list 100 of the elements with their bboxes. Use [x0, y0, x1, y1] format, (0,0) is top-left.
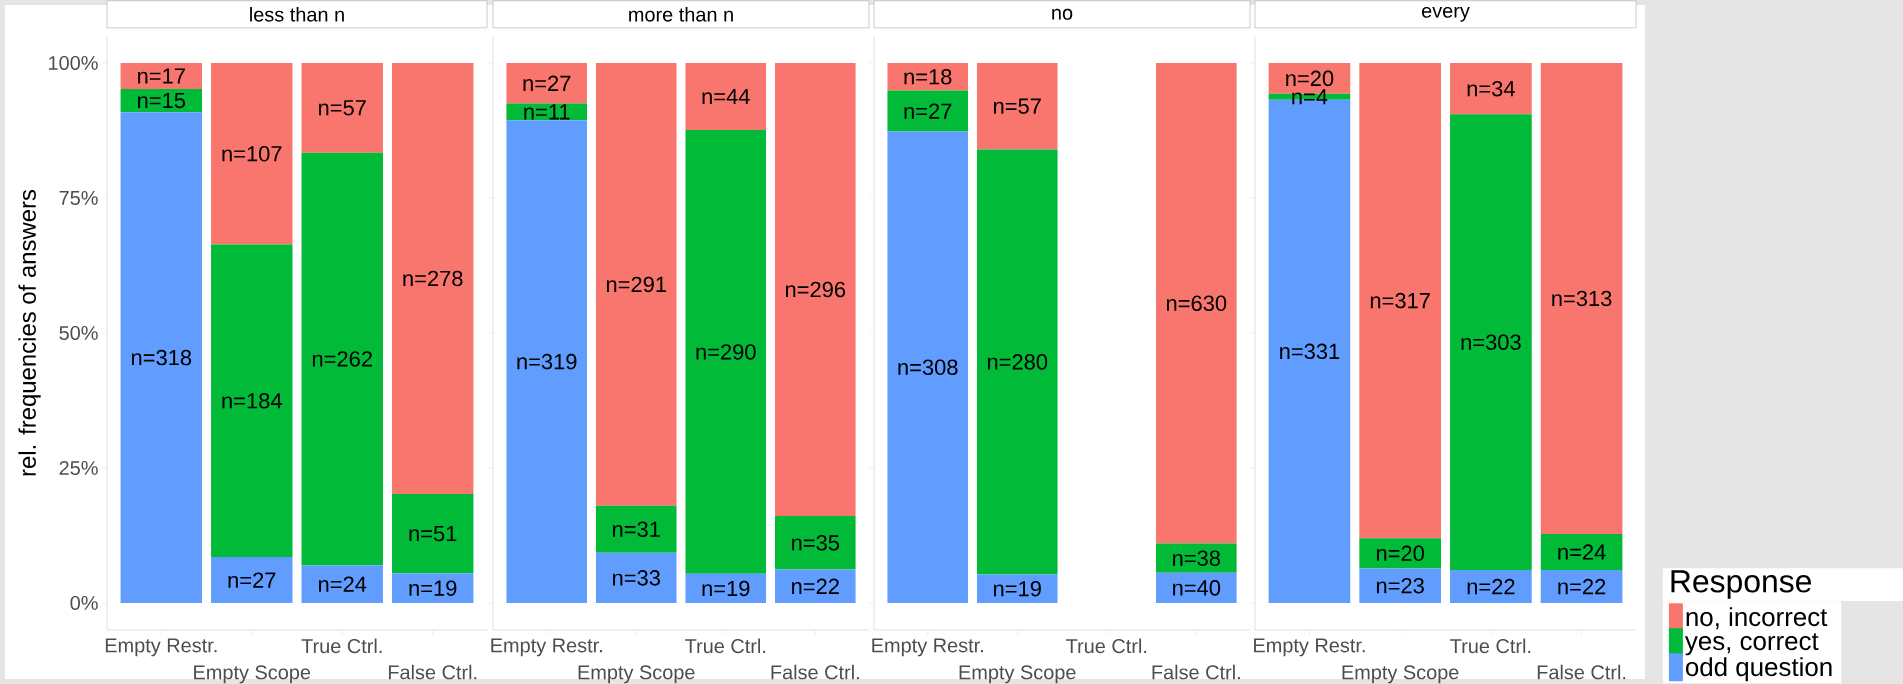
bar [976, 149, 1058, 575]
bar [775, 569, 856, 603]
bar [301, 565, 383, 603]
bar [1450, 570, 1532, 603]
y-tick-label: 50% [59, 325, 98, 341]
bar [392, 493, 474, 574]
bar [301, 152, 383, 566]
annotation: n=57 [994, 98, 1041, 114]
annotation: n=34 [1467, 80, 1515, 97]
annotation: n=18 [904, 69, 952, 85]
annotation: n=291 [606, 276, 666, 293]
bar [1156, 572, 1237, 603]
x-tick-label: False Ctrl. [1537, 664, 1626, 680]
annotation: n=20 [1376, 545, 1424, 562]
chart-title: no [1052, 8, 1073, 20]
annotation: n=15 [138, 92, 186, 109]
chart-title: more than n [629, 7, 733, 22]
annotation: n=184 [222, 393, 282, 409]
annotation: n=27 [228, 572, 276, 588]
x-tick-label: Empty Restr. [1254, 638, 1365, 657]
annotation: n=319 [517, 353, 577, 370]
y-axis-title: rel. frequencies of answers [18, 189, 41, 476]
annotation: n=57 [319, 100, 366, 116]
bar [1359, 568, 1441, 603]
legend-label: yes, correct [1684, 633, 1819, 656]
bar [1540, 62, 1623, 534]
bar [211, 62, 293, 245]
legend-title: Response [1671, 570, 1811, 599]
bar [595, 552, 677, 603]
bar [685, 573, 767, 603]
bar [506, 62, 588, 104]
x-tick-label: Empty Scope [1342, 665, 1459, 684]
annotation: n=303 [1461, 334, 1521, 350]
annotation: n=331 [1280, 343, 1340, 360]
annotation: n=27 [904, 103, 952, 119]
chart-title: less than n [250, 7, 344, 22]
annotation: n=313 [1552, 290, 1612, 307]
annotation: n=22 [792, 578, 839, 594]
annotation: n=11 [524, 104, 570, 120]
bar [1450, 114, 1532, 571]
x-tick-label: False Ctrl. [388, 664, 477, 680]
annotation: n=630 [1166, 295, 1227, 312]
annotation: n=290 [696, 344, 756, 360]
x-tick-label: True Ctrl. [301, 638, 382, 654]
bar [887, 131, 969, 603]
legend-label: no, incorrect [1686, 607, 1828, 630]
bar [211, 557, 293, 603]
x-tick-label: Empty Scope [959, 665, 1076, 684]
x-tick-label: True Ctrl. [685, 638, 766, 654]
annotation: n=24 [1558, 544, 1606, 560]
annotation: n=19 [702, 580, 750, 597]
annotation: n=278 [403, 270, 463, 287]
annotation: n=23 [1376, 577, 1424, 594]
annotation: n=262 [312, 351, 372, 367]
x-tick-label: Empty Restr. [872, 638, 983, 657]
bar [685, 129, 767, 574]
x-tick-label: False Ctrl. [1152, 664, 1240, 680]
x-tick-label: Empty Scope [194, 665, 311, 684]
x-tick-label: Empty Restr. [491, 638, 602, 657]
annotation: n=35 [792, 535, 840, 551]
x-tick-label: False Ctrl. [771, 664, 859, 680]
bar [887, 90, 969, 132]
annotation: n=107 [222, 145, 282, 162]
annotation: n=19 [409, 580, 457, 596]
legend-label: odd question [1685, 657, 1832, 682]
annotation: n=308 [898, 359, 958, 376]
bar [1156, 62, 1237, 544]
annotation: n=19 [994, 580, 1041, 597]
annotation: n=17 [138, 68, 185, 84]
annotation: n=40 [1173, 580, 1221, 596]
annotation: n=22 [1467, 578, 1515, 595]
bar [1450, 62, 1532, 115]
y-tick-label: 100% [49, 55, 98, 71]
bar [595, 505, 677, 553]
bar [976, 574, 1058, 603]
bar [392, 573, 474, 603]
y-tick-label: 25% [59, 460, 98, 476]
bar [301, 62, 383, 153]
bar [1540, 533, 1623, 571]
annotation: n=24 [319, 576, 367, 592]
x-tick-label: True Ctrl. [1450, 638, 1531, 654]
annotation: n=44 [702, 88, 750, 105]
bar [775, 516, 856, 570]
annotation: n=38 [1173, 550, 1221, 566]
x-tick-label: Empty Scope [578, 665, 695, 684]
bar [775, 62, 856, 517]
annotation: n=20 [1286, 70, 1334, 87]
bar [120, 112, 202, 603]
bar [211, 244, 293, 558]
bar [595, 62, 677, 506]
annotation: n=296 [785, 281, 846, 298]
annotation: n=27 [523, 75, 571, 91]
bar [1540, 570, 1623, 603]
annotation: n=22 [1558, 578, 1606, 595]
y-tick-label: 0% [70, 595, 98, 611]
annotation: n=318 [131, 349, 192, 366]
y-tick-label: 75% [59, 190, 98, 205]
bar [506, 120, 588, 603]
bar [506, 103, 588, 121]
bar [1359, 62, 1441, 539]
